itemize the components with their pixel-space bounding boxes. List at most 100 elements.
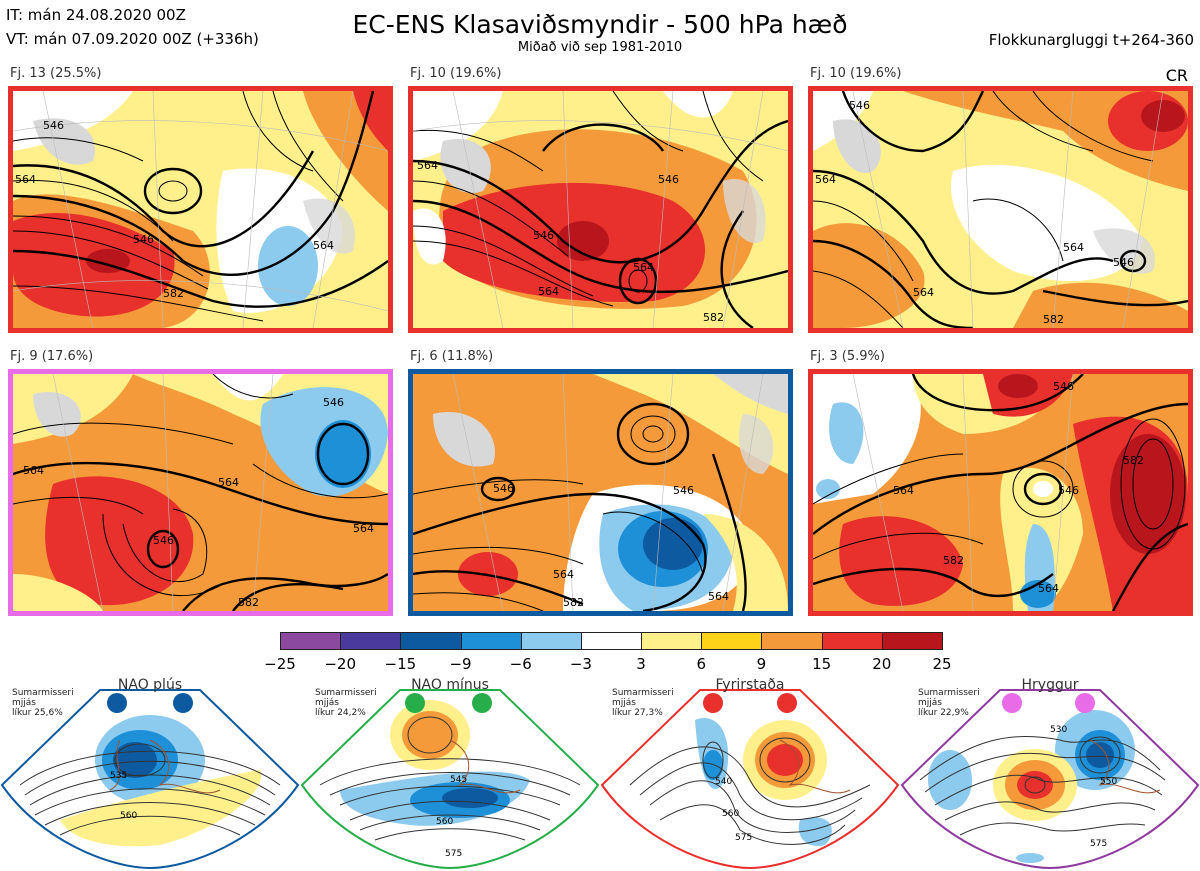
svg-text:582: 582	[563, 596, 584, 609]
panel-label: Fj. 10 (19.6%)	[410, 66, 502, 81]
colorbar-cell	[460, 632, 522, 650]
initial-time: IT: mán 24.08.2020 00Z	[6, 6, 186, 24]
cluster-map-panel: 546 564 582 546 564 582	[808, 369, 1193, 616]
panel-label: Fj. 3 (5.9%)	[810, 349, 885, 364]
colorbar-label: −15	[384, 655, 417, 673]
page-subtitle: Miðað við sep 1981-2010	[517, 40, 683, 55]
svg-text:564: 564	[313, 239, 334, 252]
svg-text:546: 546	[153, 534, 174, 547]
colorbar-label: −25	[264, 655, 296, 673]
svg-text:546: 546	[133, 233, 154, 246]
svg-text:546: 546	[493, 482, 514, 495]
colorbar-cell	[821, 632, 883, 650]
regime-note: Sumarmisseri mjjás líkur 25,6%	[12, 688, 74, 718]
svg-text:560: 560	[436, 817, 453, 827]
svg-text:564: 564	[538, 285, 559, 298]
colorbar-cell	[520, 632, 582, 650]
panel-label: Fj. 9 (17.6%)	[10, 349, 94, 364]
svg-text:575: 575	[1090, 839, 1107, 849]
cluster-map-panel: 546 546 564 582 564	[408, 369, 793, 616]
svg-text:535: 535	[110, 771, 127, 781]
classification-window: Flokkunargluggi t+264-360	[988, 31, 1194, 49]
svg-text:564: 564	[553, 568, 574, 581]
svg-text:546: 546	[323, 396, 344, 409]
panel-label: Fj. 13 (25.5%)	[10, 66, 102, 81]
svg-text:582: 582	[1123, 454, 1144, 467]
svg-text:546: 546	[43, 119, 64, 132]
colorbar-label: 6	[696, 655, 707, 673]
regime-dot	[1075, 693, 1095, 713]
svg-text:564: 564	[353, 522, 374, 535]
svg-text:564: 564	[218, 476, 239, 489]
svg-text:564: 564	[23, 464, 44, 477]
svg-text:546: 546	[658, 173, 679, 186]
colorbar-cell	[280, 632, 342, 650]
cluster-map-panel: 546 564 564 564 546 582	[808, 86, 1193, 333]
svg-text:546: 546	[1053, 380, 1074, 393]
svg-text:582: 582	[943, 554, 964, 567]
regime-title: Hryggur	[1021, 677, 1079, 693]
svg-text:582: 582	[1043, 313, 1064, 326]
svg-text:546: 546	[1113, 256, 1134, 269]
regime-map-nao-plus: 535 560	[0, 680, 300, 871]
colorbar-label: −6	[509, 655, 532, 673]
colorbar-cell	[400, 632, 462, 650]
regime-title: Fyrirstaða	[715, 677, 785, 693]
svg-text:540: 540	[715, 777, 732, 787]
svg-text:545: 545	[450, 775, 467, 785]
regime-dot	[1002, 693, 1022, 713]
regime-note: Sumarmisseri mjjás líkur 27,3%	[612, 688, 674, 718]
colorbar-cell	[641, 632, 703, 650]
svg-text:530: 530	[1050, 725, 1067, 735]
colorbar-cell	[580, 632, 643, 650]
regime-note: Sumarmisseri mjjás líkur 22,9%	[918, 688, 980, 718]
regime-dot	[703, 693, 723, 713]
colorbar-label: 25	[932, 655, 952, 673]
panel-label: Fj. 6 (11.8%)	[410, 349, 494, 364]
svg-text:564: 564	[417, 159, 438, 172]
svg-text:564: 564	[893, 484, 914, 497]
svg-text:546: 546	[533, 229, 554, 242]
svg-text:582: 582	[163, 287, 184, 300]
colorbar-cell	[701, 632, 763, 650]
cluster-map-panel: 564 546 546 564 564 582	[408, 86, 793, 333]
svg-text:564: 564	[815, 173, 836, 186]
colorbar-cell	[881, 632, 943, 650]
svg-text:564: 564	[15, 173, 36, 186]
colorbar-label: 3	[636, 655, 646, 673]
regime-dot	[107, 693, 127, 713]
svg-text:564: 564	[913, 286, 934, 299]
regime-dot	[472, 693, 492, 713]
regime-note: Sumarmisseri mjjás líkur 24,2%	[315, 688, 377, 718]
svg-text:564: 564	[1038, 582, 1059, 595]
svg-text:575: 575	[735, 833, 752, 843]
regime-map-nao-minus: 545 560 575	[300, 680, 600, 871]
colorbar-label: −9	[449, 655, 472, 673]
colorbar-label: −3	[569, 655, 592, 673]
colorbar-cell	[761, 632, 823, 650]
colorbar-label: −20	[324, 655, 356, 673]
regime-title: NAO plús	[117, 677, 183, 693]
svg-text:564: 564	[708, 590, 729, 603]
colorbar-label: 9	[756, 655, 767, 673]
valid-time: VT: mán 07.09.2020 00Z (+336h)	[6, 30, 259, 48]
colorbar-label: 20	[872, 655, 892, 673]
cr-label: CR	[1165, 66, 1188, 85]
svg-text:564: 564	[1063, 241, 1084, 254]
svg-text:575: 575	[445, 849, 462, 859]
svg-text:564: 564	[633, 261, 654, 274]
cluster-map-panel: 546 564 582 546 564	[8, 86, 393, 333]
svg-text:582: 582	[703, 311, 724, 324]
svg-text:560: 560	[722, 809, 739, 819]
panel-label: Fj. 10 (19.6%)	[810, 66, 902, 81]
regime-dot	[777, 693, 797, 713]
colorbar-cell	[340, 632, 402, 650]
colorbar-label: 15	[812, 655, 832, 673]
regime-map-ridge: 530 550 575	[900, 680, 1200, 871]
svg-text:582: 582	[238, 596, 259, 609]
regime-title: NAO mínus	[411, 677, 489, 693]
cluster-map-panel: 546 564 546 564 564 582	[8, 369, 393, 616]
svg-text:560: 560	[120, 811, 137, 821]
regime-dot	[173, 693, 193, 713]
svg-text:546: 546	[1058, 484, 1079, 497]
